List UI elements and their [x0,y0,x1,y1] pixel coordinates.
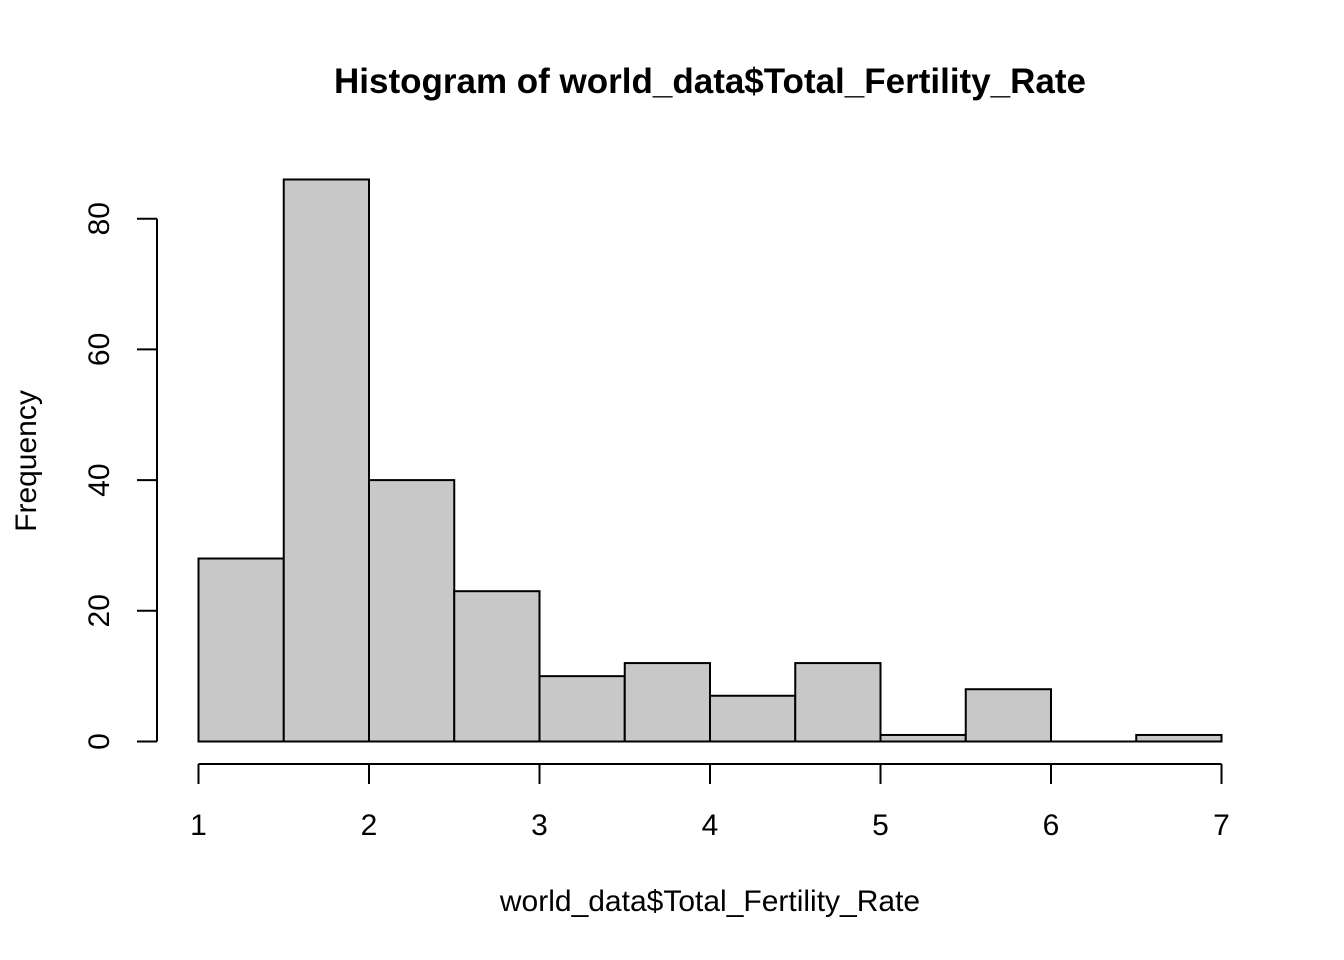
chart-title: Histogram of world_data$Total_Fertility_… [334,62,1086,101]
x-axis: 1 2 3 4 5 6 7 [190,763,1230,842]
x-tick-label: 2 [361,809,378,842]
histogram-bar-7 [794,662,882,743]
x-tick-label: 5 [872,809,889,842]
histogram-bar-9 [964,688,1052,743]
histogram-bar-5 [623,662,711,743]
histogram-bar-8 [879,733,967,743]
histogram-bar-11 [1135,733,1223,743]
x-tick-label: 6 [1043,809,1060,842]
y-axis-label: Frequency [10,390,43,532]
histogram-bar-0 [197,557,285,743]
x-tick-label: 4 [702,809,719,842]
y-tick-label: 0 [83,733,116,750]
histogram-bar-3 [453,590,541,743]
histogram-bar-2 [368,479,456,743]
y-tick-label: 40 [83,463,116,496]
y-tick-label: 60 [83,333,116,366]
x-tick-label: 3 [531,809,548,842]
bars-group [197,178,1223,743]
histogram-bar-6 [709,694,797,743]
y-tick-label: 20 [83,594,116,627]
x-tick-label: 7 [1213,809,1230,842]
x-tick-label: 1 [190,809,207,842]
y-tick-label: 80 [83,202,116,235]
histogram-bar-1 [282,178,370,743]
x-axis-label: world_data$Total_Fertility_Rate [499,885,920,918]
y-axis: 0 20 40 60 80 [83,202,158,750]
histogram-bar-4 [538,675,626,743]
